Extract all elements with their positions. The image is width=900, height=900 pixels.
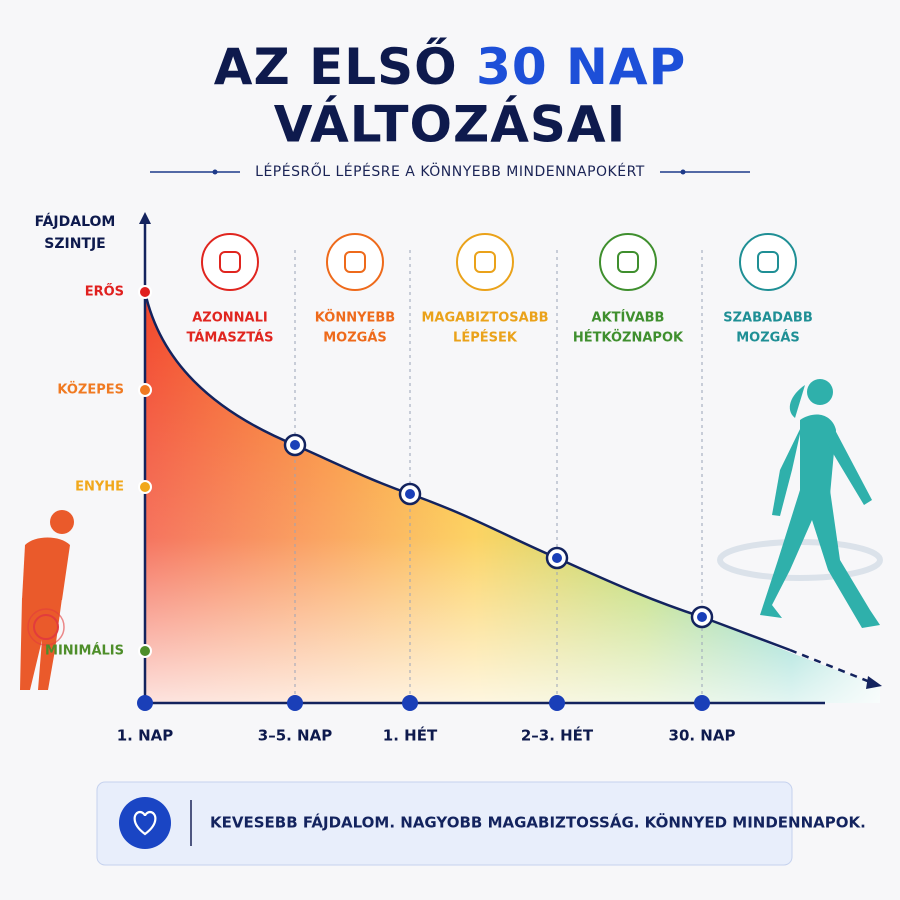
- milestone-icon: [456, 233, 514, 291]
- milestone-label: TÁMASZTÁS: [187, 330, 274, 346]
- milestone-label: HÉTKÖZNAPOK: [573, 330, 684, 346]
- milestone-glyph: [344, 251, 366, 273]
- milestone-glyph: [219, 251, 241, 273]
- x-point: [694, 695, 710, 711]
- subtitle: LÉPÉSRŐL LÉPÉSRE A KÖNNYEBB MINDENNAPOKÉ…: [255, 162, 645, 180]
- footer-text: KEVESEBB FÁJDALOM. NAGYOBB MAGABIZTOSSÁG…: [210, 813, 866, 832]
- footer-box: [96, 781, 793, 866]
- x-point: [549, 695, 565, 711]
- level-dot: [138, 285, 152, 299]
- title-highlight: 30 NAP: [476, 38, 686, 96]
- milestone-glyph: [617, 251, 639, 273]
- curve-trend: [789, 648, 871, 684]
- level-label: ERŐS: [85, 284, 124, 300]
- title-line-1: AZ ELSŐ 30 NAP: [214, 37, 687, 96]
- x-label: 2–3. HÉT: [521, 726, 594, 745]
- y-axis-title: SZINTJE: [44, 236, 105, 252]
- milestone-icon: [201, 233, 259, 291]
- walking-figure: [717, 379, 883, 628]
- level-label: ENYHE: [75, 480, 124, 495]
- x-point: [287, 695, 303, 711]
- level-dot: [138, 480, 152, 494]
- heart-icon: [133, 810, 157, 836]
- milestone-glyph: [757, 251, 779, 273]
- milestone-glyph: [474, 251, 496, 273]
- milestone-label: AKTÍVABB: [592, 310, 665, 326]
- title-line-2: VÁLTOZÁSAI: [274, 95, 626, 154]
- x-point: [402, 695, 418, 711]
- milestone-label: AZONNALI: [192, 311, 267, 326]
- x-point: [137, 695, 153, 711]
- milestone-label: LÉPÉSEK: [453, 330, 518, 346]
- guides: [294, 250, 703, 700]
- y-axis-title: FÁJDALOM: [35, 213, 116, 230]
- level-label: MINIMÁLIS: [45, 643, 124, 659]
- heart-badge: [119, 797, 171, 849]
- trend-arrow: [866, 676, 882, 689]
- x-label: 1. HÉT: [383, 726, 438, 745]
- x-label: 30. NAP: [669, 727, 736, 745]
- milestone-label: MOZGÁS: [323, 330, 387, 346]
- y-arrow: [139, 212, 151, 224]
- level-label: KÖZEPES: [57, 382, 124, 398]
- x-label: 1. NAP: [117, 727, 174, 745]
- milestone-icon: [599, 233, 657, 291]
- milestone-label: SZABADABB: [723, 311, 813, 326]
- milestone-icon: [326, 233, 384, 291]
- milestone-label: MAGABIZTOSABB: [421, 311, 548, 326]
- milestone-label: KÖNNYEBB: [315, 310, 395, 326]
- area-fade: [145, 292, 880, 703]
- level-dot: [138, 383, 152, 397]
- curve-point-cores: [290, 440, 707, 622]
- title-text: AZ ELSŐ: [214, 37, 458, 96]
- level-dot: [138, 644, 152, 658]
- x-label: 3–5. NAP: [258, 727, 332, 745]
- milestone-label: MOZGÁS: [736, 330, 800, 346]
- subtitle-rule: [150, 169, 750, 175]
- milestone-icon: [739, 233, 797, 291]
- pain-figure: [20, 510, 74, 690]
